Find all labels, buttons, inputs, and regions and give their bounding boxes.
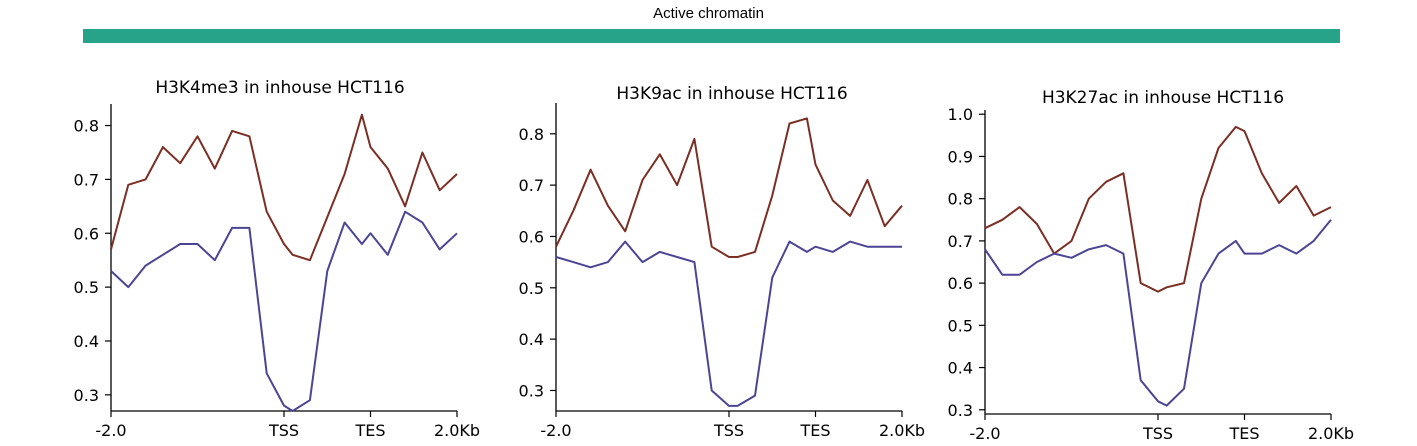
- chart-title: H3K4me3 in inhouse HCT116: [155, 78, 404, 98]
- y-tick-label: 0.5: [519, 279, 544, 298]
- series-line-2: [984, 219, 1332, 407]
- y-tick-label: 0.3: [948, 401, 973, 420]
- x-tick-label: TES: [354, 421, 385, 440]
- y-tick-label: 0.7: [519, 176, 544, 195]
- y-tick-label: 0.6: [948, 274, 973, 293]
- y-tick-label: 0.4: [519, 330, 544, 349]
- series-line-2: [110, 210, 458, 412]
- x-tick-label: 2.0Kb: [434, 421, 480, 440]
- y-tick-label: 0.7: [948, 232, 973, 251]
- x-tick-label: TES: [799, 421, 830, 440]
- chart-panel-1: H3K4me3 in inhouse HCT116 0.3 0.4 0.5 0.6 0.7…: [74, 78, 481, 440]
- figure-header-title: Active chromatin: [653, 5, 764, 22]
- y-tick-label: 1.0: [948, 105, 973, 124]
- series-line-2: [555, 240, 902, 407]
- x-tick-label: 2.0Kb: [1308, 424, 1354, 443]
- y-tick-label: 0.8: [74, 117, 99, 136]
- x-tick-label: TSS: [268, 421, 299, 440]
- x-tick-label: -2.0: [540, 421, 571, 440]
- y-tick-label: 0.5: [948, 316, 973, 335]
- chart-panel-3: H3K27ac in inhouse HCT116 0.3 0.4 0.5 0.6 0.7…: [948, 88, 1355, 443]
- y-tick-label: 0.5: [74, 278, 99, 297]
- x-tick-label: 2.0Kb: [879, 421, 925, 440]
- x-tick-label: TSS: [1142, 424, 1173, 443]
- series-line-1: [984, 125, 1332, 293]
- y-tick-label: 0.6: [74, 224, 99, 243]
- y-tick-label: 0.4: [948, 359, 973, 378]
- category-bar: [83, 29, 1340, 43]
- y-tick-label: 0.7: [74, 170, 99, 189]
- x-tick-label: TES: [1228, 424, 1259, 443]
- y-tick-label: 0.3: [74, 386, 99, 405]
- y-tick-label: 0.8: [948, 190, 973, 209]
- x-tick-label: TSS: [713, 421, 744, 440]
- y-tick-label: 0.6: [519, 227, 544, 246]
- y-tick-label: 0.9: [948, 147, 973, 166]
- y-tick-label: 0.8: [519, 125, 544, 144]
- series-line-1: [110, 113, 458, 262]
- y-tick-label: 0.3: [519, 381, 544, 400]
- chart-title: H3K9ac in inhouse HCT116: [616, 84, 847, 104]
- chart-panel-2: H3K9ac in inhouse HCT116 0.3 0.4 0.5 0.6 0.7 0…: [519, 84, 926, 440]
- series-line-1: [555, 117, 903, 258]
- chart-title: H3K27ac in inhouse HCT116: [1042, 88, 1284, 108]
- y-tick-label: 0.4: [74, 332, 99, 351]
- x-tick-label: -2.0: [969, 424, 1000, 443]
- x-tick-label: -2.0: [95, 421, 126, 440]
